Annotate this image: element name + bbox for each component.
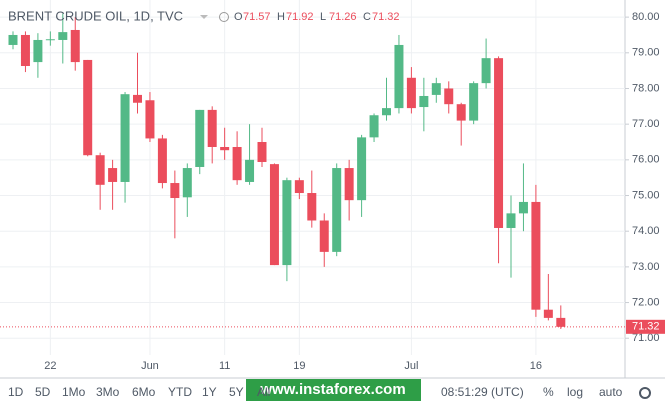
candle-body bbox=[20, 34, 30, 67]
candle-body bbox=[282, 180, 292, 266]
candle-body bbox=[145, 100, 155, 139]
candle-body bbox=[307, 193, 317, 221]
candle-body bbox=[481, 58, 491, 84]
candle-body bbox=[182, 168, 192, 198]
plot bbox=[0, 0, 625, 355]
candle-body bbox=[232, 146, 242, 181]
candle-body bbox=[120, 94, 130, 182]
candle-body bbox=[294, 180, 304, 194]
candle-body bbox=[220, 146, 230, 151]
ohlc-key: L bbox=[320, 11, 326, 23]
candle-body bbox=[83, 59, 93, 156]
candle-body bbox=[207, 109, 217, 147]
candle-body bbox=[195, 109, 205, 167]
candle-body bbox=[444, 88, 454, 105]
y-tick-label: 80.00 bbox=[632, 11, 660, 23]
candle-body bbox=[494, 58, 504, 228]
candle-body bbox=[431, 83, 441, 95]
candle-body bbox=[382, 108, 391, 116]
candle-body bbox=[257, 142, 267, 162]
candle-body bbox=[269, 164, 279, 266]
range-button[interactable]: 3Mo bbox=[96, 385, 120, 399]
hide-icon bbox=[219, 12, 229, 22]
x-tick-label: Jun bbox=[141, 360, 159, 372]
ohlc-value: 71.57 bbox=[243, 11, 271, 23]
candle-body bbox=[108, 168, 118, 182]
y-tick-label: 77.00 bbox=[632, 118, 660, 130]
candle-body bbox=[319, 220, 329, 252]
x-tick-label: 11 bbox=[219, 360, 230, 372]
ohlc-key: O bbox=[234, 11, 243, 23]
x-tick-label: 16 bbox=[530, 360, 542, 372]
x-tick-label: Jul bbox=[404, 360, 418, 372]
ohlc-legend: O 71.57 H 71.92 L 71.26 C 71.32 bbox=[234, 11, 400, 23]
y-tick-label: 74.00 bbox=[632, 225, 660, 237]
watermark-box bbox=[246, 379, 421, 401]
candle-body bbox=[543, 309, 553, 318]
candle-body bbox=[344, 168, 354, 201]
y-tick-label: 75.00 bbox=[632, 189, 660, 201]
range-button[interactable]: 1Y bbox=[202, 385, 217, 399]
watermark: www.instaforex.com bbox=[259, 381, 405, 398]
settings-icon[interactable] bbox=[639, 387, 651, 399]
candle-body bbox=[170, 183, 180, 199]
y-tick-label: 78.00 bbox=[632, 82, 660, 94]
candle-body bbox=[394, 44, 404, 109]
candle-body bbox=[332, 168, 342, 252]
range-button[interactable]: 5Y bbox=[229, 385, 244, 399]
ohlc-key: C bbox=[363, 11, 371, 23]
candle-body bbox=[157, 138, 167, 184]
last-price-box bbox=[626, 319, 665, 334]
y-tick-label: 76.00 bbox=[632, 154, 660, 166]
candle-body bbox=[95, 155, 105, 185]
ohlc-value: 71.26 bbox=[329, 11, 357, 23]
y-tick-label: 79.00 bbox=[632, 47, 660, 59]
candle-body bbox=[556, 317, 566, 327]
candle-body bbox=[245, 159, 255, 182]
candle-body bbox=[70, 29, 80, 63]
candle-body bbox=[45, 39, 55, 41]
ohlc-key: H bbox=[277, 11, 285, 23]
y-tick-label: 71.00 bbox=[632, 332, 660, 344]
range-button[interactable]: 1Mo bbox=[62, 385, 86, 399]
candle-body bbox=[133, 94, 142, 103]
candle-body bbox=[357, 137, 367, 201]
axis-option[interactable]: auto bbox=[599, 385, 623, 399]
range-button[interactable]: All bbox=[257, 385, 270, 399]
axis-option[interactable]: % bbox=[543, 385, 554, 399]
candle-body bbox=[58, 32, 68, 40]
y-tick-label: 72.00 bbox=[632, 296, 660, 308]
candle-body bbox=[8, 34, 18, 45]
candle-body bbox=[406, 77, 416, 109]
candle-body bbox=[456, 104, 466, 121]
candle-body bbox=[531, 201, 541, 310]
x-tick-label: 22 bbox=[44, 360, 56, 372]
candle-body bbox=[469, 83, 479, 121]
candle-body bbox=[33, 39, 43, 63]
axis-option[interactable]: log bbox=[567, 385, 583, 399]
clock: 08:51:29 (UTC) bbox=[441, 385, 524, 399]
candle-body bbox=[506, 213, 516, 228]
range-button[interactable]: 6Mo bbox=[132, 385, 156, 399]
candle-body bbox=[419, 95, 429, 108]
last-price-label: 71.32 bbox=[632, 321, 660, 333]
range-button[interactable]: 5D bbox=[35, 385, 51, 399]
candle-body bbox=[518, 201, 528, 214]
ohlc-value: 71.32 bbox=[372, 11, 400, 23]
y-tick-label: 73.00 bbox=[632, 261, 660, 273]
ohlc-value: 71.92 bbox=[286, 11, 314, 23]
chart-title: BRENT CRUDE OIL, 1D, TVC bbox=[8, 8, 183, 23]
dropdown-arrow bbox=[200, 15, 208, 19]
range-button[interactable]: YTD bbox=[168, 385, 192, 399]
candle-body bbox=[369, 115, 379, 138]
x-tick-label: 19 bbox=[293, 360, 305, 372]
range-button[interactable]: 1D bbox=[8, 385, 24, 399]
